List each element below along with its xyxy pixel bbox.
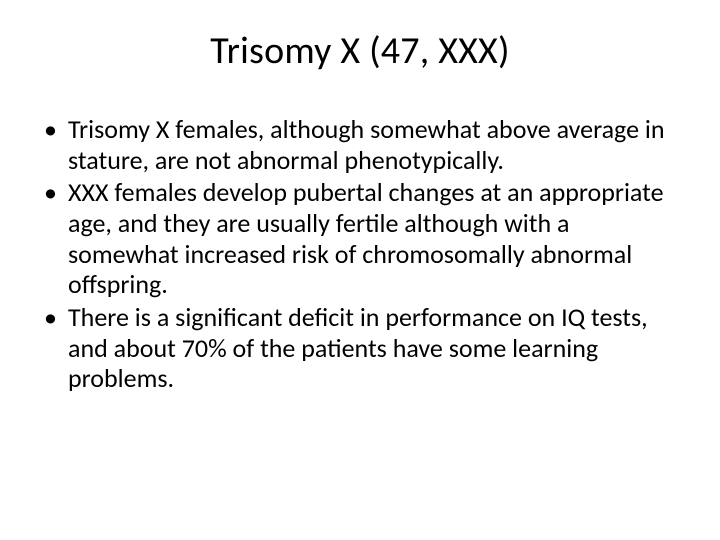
bullet-item: Trisomy X females, although somewhat abo… xyxy=(68,114,680,175)
bullet-list: Trisomy X females, although somewhat abo… xyxy=(40,114,680,394)
bullet-item: There is a significant deficit in perfor… xyxy=(68,302,680,394)
bullet-item: XXX females develop pubertal changes at … xyxy=(68,177,680,300)
slide-title: Trisomy X (47, XXX) xyxy=(40,28,680,74)
